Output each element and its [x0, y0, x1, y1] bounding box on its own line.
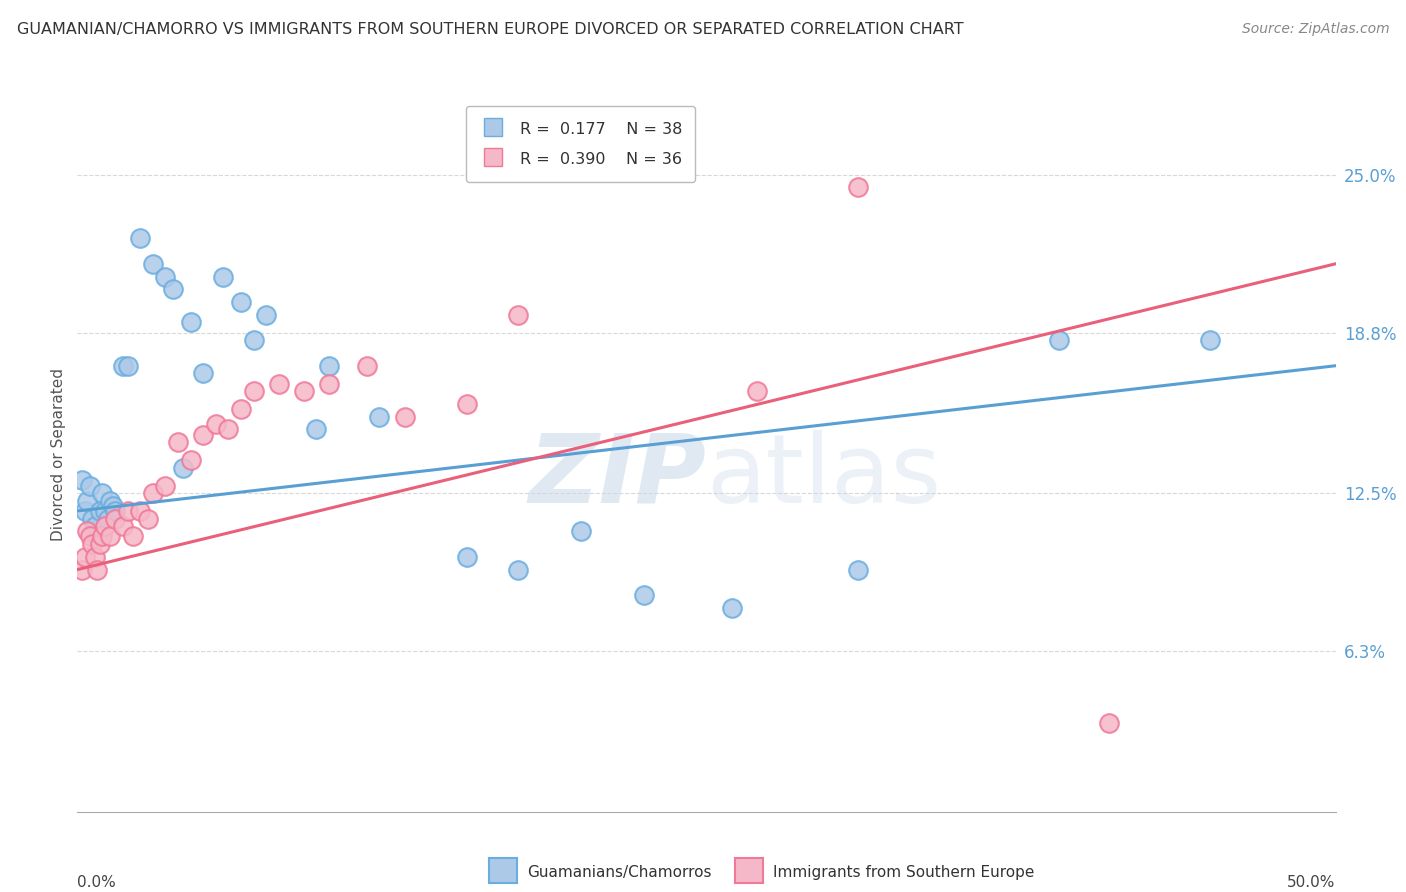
Point [506, 308, 529, 322]
Point [456, 397, 478, 411]
Text: atlas: atlas [707, 430, 942, 523]
Point [79, 529, 101, 543]
Point [846, 563, 869, 577]
Point [82, 511, 104, 525]
Point [142, 257, 165, 271]
Point [82, 537, 104, 551]
Point [305, 422, 328, 436]
Point [72, 474, 94, 488]
Point [73, 549, 96, 564]
Point [167, 435, 190, 450]
Point [1047, 333, 1070, 347]
Point [1098, 715, 1121, 730]
Point [84, 519, 107, 533]
Point [86, 563, 108, 577]
Point [292, 384, 315, 399]
Point [111, 359, 134, 373]
Point [91, 486, 114, 500]
Point [91, 529, 114, 543]
Point [212, 269, 235, 284]
Point [142, 486, 165, 500]
Point [217, 422, 239, 436]
Point [155, 269, 177, 284]
Point [121, 529, 143, 543]
Point [267, 376, 290, 391]
Point [89, 504, 111, 518]
Point [84, 549, 107, 564]
Point [76, 524, 98, 539]
Text: ZIP: ZIP [529, 430, 707, 523]
Point [129, 231, 152, 245]
Point [117, 504, 139, 518]
Text: Source: ZipAtlas.com: Source: ZipAtlas.com [1241, 22, 1389, 37]
Point [1198, 333, 1220, 347]
Point [86, 529, 108, 543]
Point [633, 588, 655, 602]
Point [98, 493, 121, 508]
Point [318, 359, 340, 373]
Point [73, 504, 96, 518]
Point [318, 376, 340, 391]
Point [111, 519, 134, 533]
Text: GUAMANIAN/CHAMORRO VS IMMIGRANTS FROM SOUTHERN EUROPE DIVORCED OR SEPARATED CORR: GUAMANIAN/CHAMORRO VS IMMIGRANTS FROM SO… [17, 22, 963, 37]
Point [94, 519, 117, 533]
Point [172, 460, 194, 475]
Point [79, 478, 101, 492]
Text: 0.0%: 0.0% [77, 875, 117, 890]
Point [191, 367, 215, 381]
Point [846, 180, 869, 194]
Point [254, 308, 277, 322]
Point [94, 504, 117, 518]
Point [76, 493, 98, 508]
Point [506, 563, 529, 577]
Point [720, 600, 742, 615]
Point [155, 478, 177, 492]
Point [104, 511, 127, 525]
Point [229, 295, 252, 310]
Point [745, 384, 768, 399]
Text: Guamanians/Chamorros: Guamanians/Chamorros [527, 865, 711, 880]
Point [104, 504, 127, 518]
Point [101, 499, 124, 513]
Point [129, 504, 152, 518]
Point [191, 427, 215, 442]
Point [89, 537, 111, 551]
Point [368, 409, 391, 424]
Text: 50.0%: 50.0% [1288, 875, 1336, 890]
Point [96, 511, 118, 525]
Point [229, 402, 252, 417]
Point [98, 529, 121, 543]
Point [136, 511, 159, 525]
Point [72, 563, 94, 577]
Point [117, 359, 139, 373]
Point [394, 409, 416, 424]
Text: Immigrants from Southern Europe: Immigrants from Southern Europe [773, 865, 1035, 880]
Point [242, 384, 264, 399]
Point [162, 282, 184, 296]
Point [356, 359, 378, 373]
Point [242, 333, 264, 347]
Point [569, 524, 592, 539]
Point [456, 549, 478, 564]
Y-axis label: Divorced or Separated: Divorced or Separated [51, 368, 66, 541]
Point [204, 417, 226, 432]
Legend: R =  0.177    N = 38, R =  0.390    N = 36: R = 0.177 N = 38, R = 0.390 N = 36 [465, 106, 696, 182]
Point [180, 453, 202, 467]
Point [180, 315, 202, 329]
